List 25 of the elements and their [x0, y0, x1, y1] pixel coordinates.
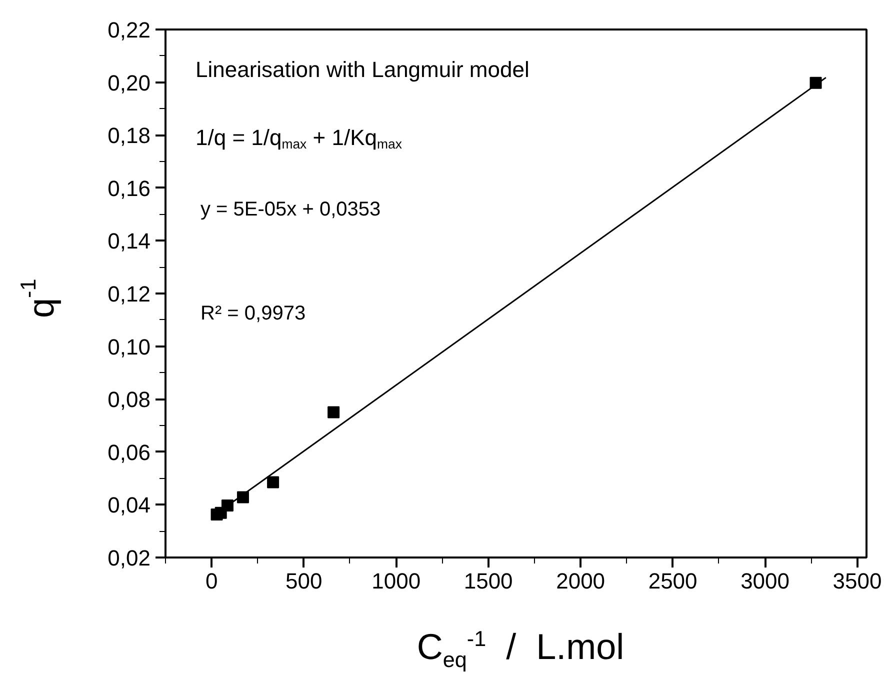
y-tick-label: 0,18 [108, 123, 151, 148]
x-tick-label: 2500 [648, 568, 698, 594]
y-tick-label: 0,10 [108, 334, 151, 360]
x-axis-title: C$_{eq}$$^{-1}$ / L.mol [416, 625, 624, 674]
annotation: R² = 0,9973 [200, 302, 306, 324]
y-tick-label: 0,06 [108, 440, 151, 465]
y-tick-label: 0,12 [108, 282, 151, 306]
y-tick-label: 0,16 [108, 176, 151, 201]
y-tick-label: 0,02 [108, 546, 151, 570]
y-tick-label: 0,22 [108, 18, 151, 42]
point [328, 406, 340, 418]
point [267, 476, 280, 488]
annotation: y = 5E-05x + 0,0353 [200, 198, 381, 220]
x-tick-label: 3500 [832, 568, 882, 594]
y-tick-label: 0,08 [108, 387, 151, 412]
x-tick-label: 0 [206, 568, 218, 594]
y-tick-label: 0,20 [108, 70, 151, 96]
x-tick-label: 1500 [464, 568, 513, 594]
x-tick-label: 500 [286, 568, 322, 594]
annotation: Linearisation with Langmuir model [196, 57, 530, 82]
x-tick-label: 2000 [556, 568, 606, 594]
x-tick-label: 1000 [372, 568, 421, 594]
y-tick-label: 0,14 [108, 228, 151, 254]
y-tick-label: 0,04 [108, 492, 151, 518]
x-tick-label: 3000 [740, 568, 790, 594]
